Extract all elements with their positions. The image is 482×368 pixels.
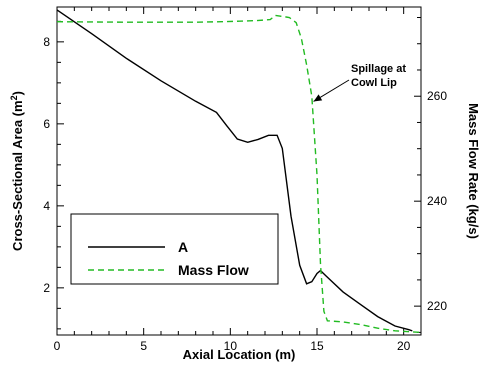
plot-frame xyxy=(56,6,422,336)
right-y-axis-ticks: 220 240 260 xyxy=(414,16,447,333)
x-tick-label: 10 xyxy=(224,339,238,353)
right-y-axis-title: Mass Flow Rate (kg/s) xyxy=(466,103,481,239)
x-axis-ticks: 0 5 10 15 20 xyxy=(54,7,422,353)
right-y-tick-label: 260 xyxy=(427,89,447,103)
legend-box xyxy=(70,213,279,285)
annotation-line-1: Spillage at xyxy=(351,63,406,75)
left-y-tick-label: 6 xyxy=(43,117,50,131)
x-axis-title: Axial Location (m) xyxy=(183,347,296,362)
x-tick-label: 20 xyxy=(397,339,411,353)
x-tick-label: 0 xyxy=(54,339,61,353)
series-line-a xyxy=(56,9,413,332)
left-y-axis-ticks: 2 4 6 8 xyxy=(43,20,64,330)
legend-label-mass-flow: Mass Flow xyxy=(178,262,249,278)
series-line-mass-flow xyxy=(56,14,422,334)
left-y-axis-title: Cross-Sectional Area (m2) xyxy=(9,91,25,251)
legend: A Mass Flow xyxy=(70,213,279,285)
right-y-tick-label: 240 xyxy=(427,194,447,208)
x-tick-label: 15 xyxy=(310,339,324,353)
annotation-line-2: Cowl Lip xyxy=(351,77,397,89)
x-tick-label: 5 xyxy=(140,339,147,353)
left-y-tick-label: 4 xyxy=(43,199,50,213)
left-y-tick-label: 2 xyxy=(43,281,50,295)
left-y-tick-label: 8 xyxy=(43,35,50,49)
annotation: Spillage at Cowl Lip xyxy=(313,63,406,102)
annotation-arrowhead xyxy=(313,94,323,102)
right-y-tick-label: 220 xyxy=(427,299,447,313)
legend-label-a: A xyxy=(178,239,188,255)
